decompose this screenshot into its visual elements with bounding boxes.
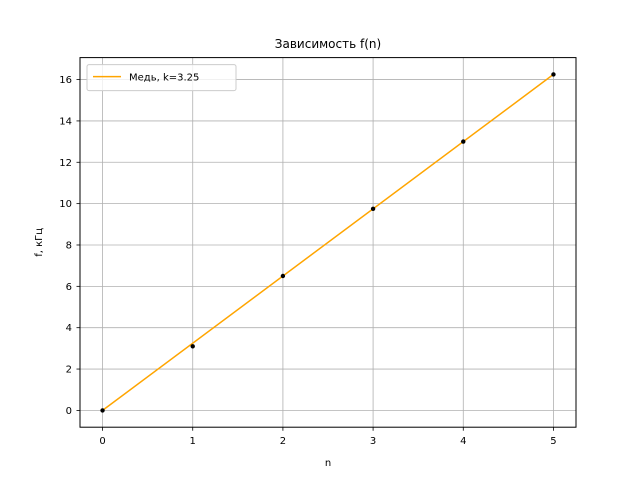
grid bbox=[80, 57, 576, 428]
y-tick-label: 0 bbox=[66, 406, 72, 417]
chart-title: Зависимость f(n) bbox=[275, 37, 381, 51]
data-point bbox=[461, 139, 466, 144]
data-point bbox=[280, 273, 286, 279]
y-axis-ticks: 0 2 4 6 8 10 12 14 16 bbox=[59, 75, 80, 417]
plot-area-frame bbox=[79, 57, 577, 428]
x-tick-label: 1 bbox=[190, 436, 196, 447]
x-axis-label: n bbox=[325, 458, 331, 469]
y-tick-label: 6 bbox=[66, 282, 72, 293]
x-tick-label: 5 bbox=[550, 436, 556, 447]
x-tick-label: 3 bbox=[370, 436, 376, 447]
data-point bbox=[190, 344, 195, 349]
series-line bbox=[102, 73, 554, 412]
y-tick-label: 8 bbox=[66, 240, 72, 251]
y-tick-label: 16 bbox=[59, 75, 72, 86]
legend: Медь, k=3.25 bbox=[86, 64, 237, 92]
data-point bbox=[370, 206, 376, 211]
x-tick-label: 4 bbox=[460, 436, 466, 447]
y-tick-label: 12 bbox=[59, 158, 72, 169]
y-axis-label: f, кГц bbox=[34, 228, 45, 257]
legend-box bbox=[86, 64, 237, 92]
series-layer bbox=[100, 72, 556, 413]
data-point bbox=[100, 408, 105, 413]
y-tick-label: 2 bbox=[66, 365, 72, 376]
data-point bbox=[551, 72, 556, 77]
x-tick-label: 2 bbox=[280, 436, 286, 447]
y-tick-label: 4 bbox=[66, 323, 72, 334]
x-axis-ticks: 0 1 2 3 4 5 bbox=[99, 427, 557, 447]
y-tick-label: 10 bbox=[59, 199, 72, 210]
legend-label: Медь, k=3.25 bbox=[129, 73, 199, 84]
x-tick-label: 0 bbox=[99, 436, 105, 447]
y-tick-label: 14 bbox=[59, 116, 72, 127]
